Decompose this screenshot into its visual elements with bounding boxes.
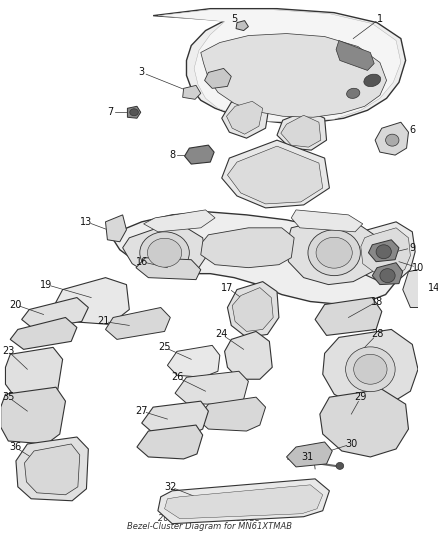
Polygon shape [136, 258, 201, 280]
Polygon shape [110, 212, 396, 304]
Text: 35: 35 [2, 392, 14, 402]
Polygon shape [291, 210, 363, 232]
Ellipse shape [380, 269, 395, 282]
Polygon shape [144, 210, 215, 232]
Polygon shape [106, 308, 170, 340]
Polygon shape [167, 345, 220, 377]
Polygon shape [10, 318, 77, 349]
Polygon shape [236, 21, 248, 30]
Polygon shape [286, 220, 380, 285]
Text: 21: 21 [97, 317, 110, 327]
Polygon shape [227, 146, 323, 204]
Polygon shape [368, 240, 399, 262]
Ellipse shape [385, 134, 399, 146]
Text: 14: 14 [428, 282, 438, 293]
Polygon shape [184, 145, 214, 164]
Polygon shape [336, 41, 374, 70]
Polygon shape [315, 297, 382, 335]
Polygon shape [158, 10, 401, 122]
Polygon shape [281, 115, 321, 147]
Polygon shape [286, 442, 332, 467]
Polygon shape [1, 387, 66, 444]
Ellipse shape [308, 230, 360, 276]
Ellipse shape [364, 74, 381, 86]
Text: 16: 16 [136, 257, 148, 266]
Polygon shape [25, 444, 80, 495]
Text: 1: 1 [377, 14, 383, 23]
Polygon shape [320, 389, 409, 457]
Polygon shape [175, 372, 248, 405]
Ellipse shape [346, 88, 360, 99]
Polygon shape [232, 288, 273, 332]
Text: 29: 29 [355, 392, 367, 402]
Polygon shape [222, 96, 269, 138]
Text: 27: 27 [135, 406, 148, 416]
Text: 23: 23 [2, 346, 14, 357]
Ellipse shape [346, 347, 395, 392]
Text: 3: 3 [139, 67, 145, 77]
Polygon shape [153, 9, 406, 123]
Polygon shape [21, 297, 88, 329]
Text: 9: 9 [409, 243, 415, 253]
Ellipse shape [336, 463, 344, 470]
Polygon shape [123, 228, 205, 278]
Text: 18: 18 [371, 296, 383, 306]
Polygon shape [106, 215, 127, 242]
Text: 6: 6 [409, 125, 415, 135]
Polygon shape [277, 110, 327, 150]
Text: 26: 26 [171, 372, 183, 382]
Ellipse shape [148, 238, 182, 267]
Polygon shape [197, 397, 265, 431]
Text: 36: 36 [9, 442, 21, 452]
Polygon shape [183, 85, 201, 99]
Polygon shape [137, 425, 203, 459]
Text: 19: 19 [40, 280, 53, 289]
Text: 30: 30 [345, 439, 357, 449]
Polygon shape [142, 401, 208, 435]
Polygon shape [127, 106, 141, 118]
Ellipse shape [354, 354, 387, 384]
Polygon shape [158, 479, 329, 524]
Polygon shape [226, 101, 263, 134]
Polygon shape [227, 281, 279, 337]
Polygon shape [222, 140, 329, 208]
Polygon shape [372, 263, 403, 285]
Polygon shape [53, 278, 129, 325]
Polygon shape [201, 228, 294, 268]
Polygon shape [205, 68, 231, 88]
Polygon shape [16, 437, 88, 501]
Text: Bezel-Cluster Diagram for MN61XTMAB: Bezel-Cluster Diagram for MN61XTMAB [127, 522, 292, 531]
Text: 28: 28 [371, 329, 383, 340]
Text: 20: 20 [9, 300, 21, 310]
Text: 10: 10 [412, 263, 424, 273]
Polygon shape [375, 122, 409, 155]
Text: 32: 32 [164, 482, 177, 492]
Ellipse shape [140, 232, 189, 273]
Ellipse shape [376, 245, 391, 259]
Text: 5: 5 [231, 14, 237, 23]
Text: 2003 Chrysler Concorde: 2003 Chrysler Concorde [159, 514, 260, 523]
Polygon shape [201, 34, 387, 117]
Text: 17: 17 [221, 282, 233, 293]
Polygon shape [323, 329, 418, 407]
Polygon shape [361, 228, 410, 276]
Ellipse shape [316, 237, 352, 268]
Text: 25: 25 [158, 342, 171, 352]
Polygon shape [403, 268, 431, 308]
Polygon shape [5, 348, 63, 399]
Text: 13: 13 [80, 217, 92, 227]
Text: 31: 31 [301, 452, 314, 462]
Text: 8: 8 [169, 150, 175, 160]
Polygon shape [225, 332, 272, 379]
Text: 24: 24 [215, 329, 228, 340]
Text: 7: 7 [107, 107, 113, 117]
Polygon shape [165, 485, 323, 519]
Ellipse shape [130, 109, 138, 116]
Polygon shape [355, 222, 415, 281]
